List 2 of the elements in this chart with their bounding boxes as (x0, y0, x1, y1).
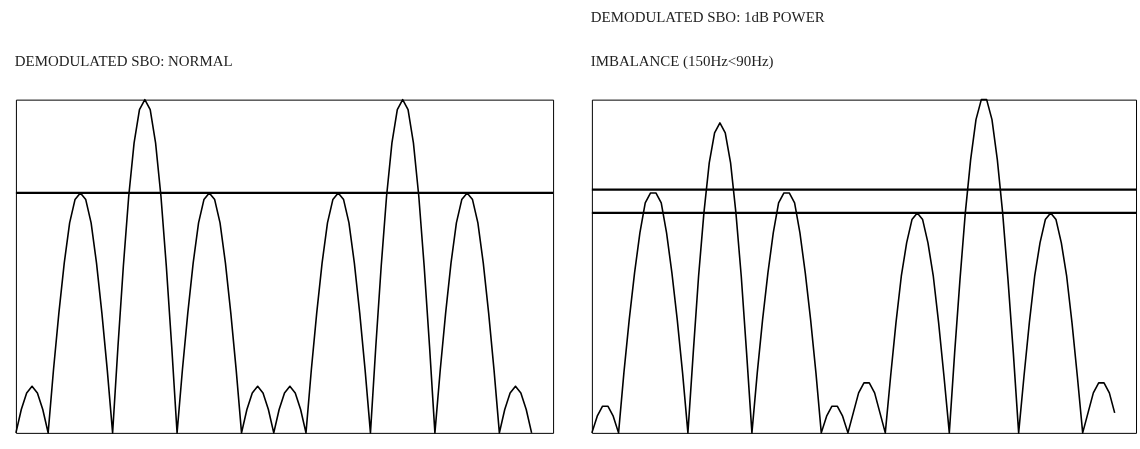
chart-title: DEMODULATED SBO: NORMAL (14, 53, 233, 70)
chart-title: DEMODULATED SBO: 1dB POWER IMBALANCE (150Hz<90Hz) (590, 9, 825, 70)
